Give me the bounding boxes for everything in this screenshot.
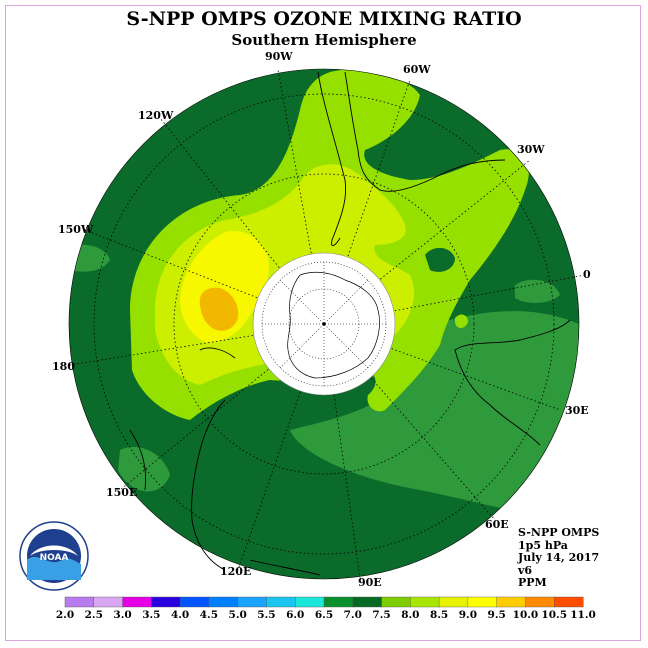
colorbar-tick-label: 8.5 bbox=[430, 609, 448, 621]
colorbar-swatch bbox=[237, 596, 267, 608]
colorbar-tick-label: 6.5 bbox=[315, 609, 333, 621]
colorbar-tick-label: 4.5 bbox=[200, 609, 218, 621]
colorbar-tick-label: 2.5 bbox=[85, 609, 103, 621]
map-title: S-NPP OMPS OZONE MIXING RATIO bbox=[126, 8, 522, 30]
colorbar-tick-label: 11.0 bbox=[570, 609, 596, 621]
colorbar-tick-label: 9.0 bbox=[459, 609, 477, 621]
colorbar-tick-label: 2.0 bbox=[56, 609, 74, 621]
colorbar-tick-label: 9.5 bbox=[488, 609, 506, 621]
colorbar-swatch bbox=[64, 596, 95, 608]
noaa-logo: NOAA bbox=[19, 521, 89, 591]
colorbar-swatch bbox=[266, 596, 296, 608]
colorbar-swatch bbox=[323, 596, 354, 608]
info-level: 1p5 hPa bbox=[518, 538, 568, 552]
colorbar-swatch bbox=[352, 596, 383, 608]
colorbar-tick-label: 4.0 bbox=[171, 609, 189, 621]
antarctica-outline bbox=[287, 271, 380, 379]
info-date: July 14, 2017 bbox=[518, 551, 600, 564]
colorbar-ticks: 2.0 2.5 3.0 3.5 4.0 4.5 5.0 5.5 6.0 6.5 7.0 7.5 8.0 8… bbox=[56, 609, 596, 621]
colorbar-tick-label: 7.5 bbox=[372, 609, 390, 621]
info-product: S-NPP OMPS bbox=[518, 526, 600, 539]
colorbar-swatch bbox=[525, 596, 555, 608]
contour-mid-green-south bbox=[118, 446, 170, 492]
colorbar-tick-label: 8.0 bbox=[401, 609, 419, 621]
label-120w: 120W bbox=[138, 109, 174, 122]
colorbar-tick-label: 6.0 bbox=[286, 609, 304, 621]
coastlines bbox=[129, 71, 571, 576]
colorbar-swatch bbox=[179, 596, 210, 608]
colorbar-tick-label: 5.5 bbox=[257, 609, 275, 621]
label-0: 0 bbox=[583, 268, 591, 281]
colorbar-swatches bbox=[64, 596, 584, 608]
colorbar-swatch bbox=[208, 596, 239, 608]
label-60e: 60E bbox=[485, 518, 509, 531]
ozone-field bbox=[69, 69, 579, 579]
label-30e: 30E bbox=[565, 404, 589, 417]
colorbar-swatch bbox=[438, 596, 469, 608]
colorbar-swatch bbox=[295, 596, 325, 608]
south-pole-marker bbox=[322, 322, 326, 326]
contour-mid-green-east bbox=[290, 311, 579, 520]
info-version: v6 bbox=[518, 563, 533, 577]
colorbar-swatch bbox=[93, 596, 124, 608]
colorbar-tick-label: 3.5 bbox=[142, 609, 160, 621]
colorbar-tick-label: 7.0 bbox=[344, 609, 362, 621]
noaa-logo-text: NOAA bbox=[40, 553, 69, 563]
map-subtitle: Southern Hemisphere bbox=[231, 31, 417, 49]
colorbar-swatch bbox=[496, 596, 526, 608]
colorbar-tick-label: 5.0 bbox=[229, 609, 247, 621]
map-border bbox=[68, 68, 580, 580]
info-block: S-NPP OMPS 1p5 hPa July 14, 2017 v6 PPM bbox=[518, 526, 600, 590]
label-30w: 30W bbox=[517, 143, 545, 156]
colorbar-tick-label: 10.0 bbox=[513, 609, 539, 621]
contour-light-green-small bbox=[455, 314, 468, 328]
contour-orange bbox=[199, 287, 239, 331]
colorbar-swatch bbox=[467, 596, 498, 608]
contour-mid-green-se bbox=[515, 279, 560, 303]
colorbar-swatch bbox=[554, 596, 584, 608]
label-150w: 150W bbox=[58, 223, 94, 236]
label-60w: 60W bbox=[403, 63, 431, 76]
label-90w: 90W bbox=[265, 50, 293, 63]
colorbar-tick-label: 3.0 bbox=[113, 609, 131, 621]
info-units: PPM bbox=[518, 576, 547, 589]
colorbar-swatch bbox=[381, 596, 411, 608]
label-90e: 90E bbox=[358, 576, 382, 589]
colorbar-swatch bbox=[151, 596, 181, 608]
colorbar-swatch bbox=[122, 596, 152, 608]
cap-graticule bbox=[261, 261, 387, 387]
colorbar-swatch bbox=[410, 596, 440, 608]
contour-dark-hole bbox=[425, 247, 455, 272]
label-180: 180 bbox=[52, 360, 75, 373]
label-150e: 150E bbox=[106, 486, 137, 499]
label-120e: 120E bbox=[220, 565, 251, 578]
colorbar-tick-label: 10.5 bbox=[541, 609, 567, 621]
